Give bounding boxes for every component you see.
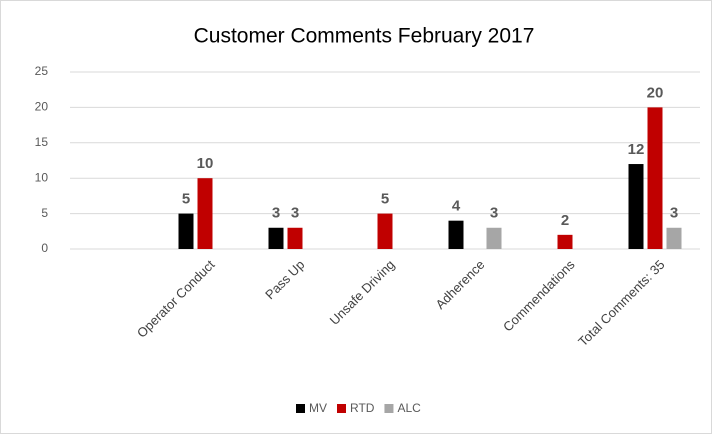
- bar: [377, 213, 393, 249]
- bar: [268, 227, 284, 249]
- y-tick-label: 0: [41, 241, 48, 255]
- bar: [486, 227, 502, 249]
- value-label: 3: [272, 205, 280, 222]
- value-label: 4: [452, 198, 461, 215]
- legend-label: MV: [309, 401, 327, 415]
- value-label: 12: [628, 141, 645, 158]
- value-label: 2: [561, 212, 569, 229]
- bar: [647, 107, 663, 250]
- legend-swatch: [337, 404, 346, 413]
- value-label: 3: [670, 205, 678, 222]
- legend-swatch: [384, 404, 394, 413]
- bar: [557, 234, 573, 249]
- bar: [628, 164, 644, 249]
- legend-swatch: [296, 404, 305, 413]
- y-tick-label: 10: [35, 170, 49, 184]
- y-tick-label: 20: [35, 100, 49, 114]
- bar: [448, 220, 464, 249]
- y-tick-label: 25: [35, 64, 49, 78]
- legend-label: RTD: [350, 401, 375, 415]
- bar: [287, 227, 303, 249]
- value-label: 20: [647, 84, 664, 101]
- bar: [197, 178, 213, 249]
- bar: [666, 227, 682, 249]
- value-label: 5: [381, 191, 389, 208]
- legend-label: ALC: [397, 401, 421, 415]
- value-label: 10: [197, 155, 214, 172]
- chart-title: Customer Comments February 2017: [194, 25, 535, 48]
- y-tick-label: 5: [41, 206, 48, 220]
- value-label: 3: [291, 205, 299, 222]
- value-label: 5: [182, 191, 190, 208]
- bar: [178, 213, 194, 249]
- y-tick-label: 15: [35, 135, 49, 149]
- value-label: 3: [490, 205, 498, 222]
